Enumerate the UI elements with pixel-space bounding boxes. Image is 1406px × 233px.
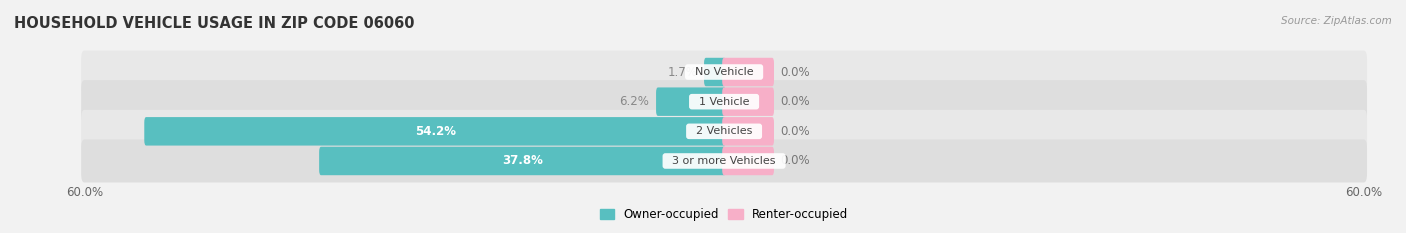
FancyBboxPatch shape	[704, 58, 725, 86]
Legend: Owner-occupied, Renter-occupied: Owner-occupied, Renter-occupied	[595, 203, 853, 225]
Text: 0.0%: 0.0%	[780, 65, 810, 79]
Text: 0.0%: 0.0%	[780, 125, 810, 138]
Text: Source: ZipAtlas.com: Source: ZipAtlas.com	[1281, 16, 1392, 26]
FancyBboxPatch shape	[319, 147, 725, 175]
FancyBboxPatch shape	[82, 140, 1367, 182]
FancyBboxPatch shape	[657, 87, 725, 116]
FancyBboxPatch shape	[82, 80, 1367, 123]
FancyBboxPatch shape	[82, 110, 1367, 153]
Text: 0.0%: 0.0%	[780, 154, 810, 168]
FancyBboxPatch shape	[723, 87, 773, 116]
FancyBboxPatch shape	[145, 117, 725, 146]
Text: 54.2%: 54.2%	[415, 125, 456, 138]
Text: 1.7%: 1.7%	[668, 65, 697, 79]
FancyBboxPatch shape	[723, 117, 773, 146]
FancyBboxPatch shape	[723, 147, 773, 175]
Text: 1 Vehicle: 1 Vehicle	[692, 97, 756, 107]
Text: HOUSEHOLD VEHICLE USAGE IN ZIP CODE 06060: HOUSEHOLD VEHICLE USAGE IN ZIP CODE 0606…	[14, 16, 415, 31]
FancyBboxPatch shape	[723, 58, 773, 86]
Text: 0.0%: 0.0%	[780, 95, 810, 108]
FancyBboxPatch shape	[82, 51, 1367, 93]
Text: 37.8%: 37.8%	[502, 154, 543, 168]
Text: No Vehicle: No Vehicle	[688, 67, 761, 77]
Text: 6.2%: 6.2%	[620, 95, 650, 108]
Text: 2 Vehicles: 2 Vehicles	[689, 126, 759, 136]
Text: 3 or more Vehicles: 3 or more Vehicles	[665, 156, 783, 166]
